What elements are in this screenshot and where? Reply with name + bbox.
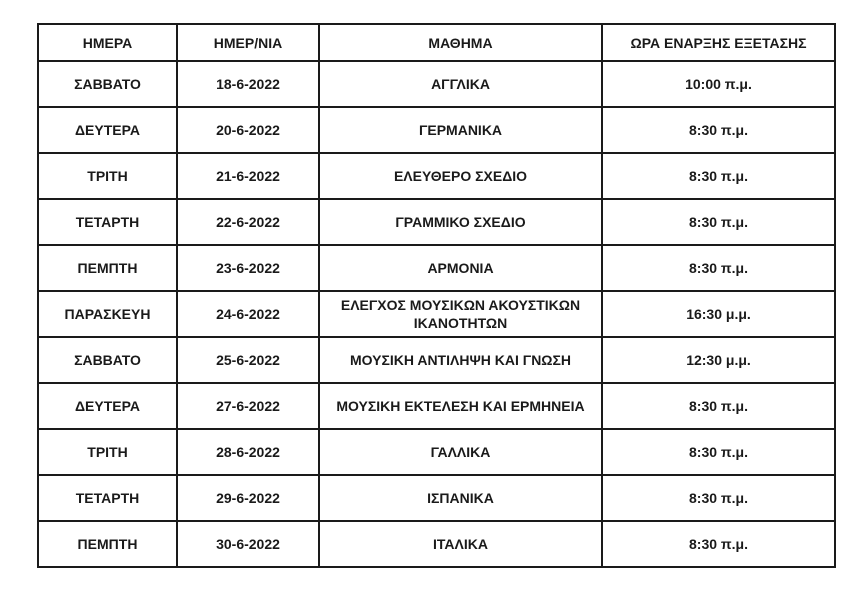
cell-time: 8:30 π.μ. bbox=[601, 520, 836, 568]
header-cell-day: ΗΜΕΡΑ bbox=[37, 23, 178, 62]
table-row: ΣΑΒΒΑΤΟ 18-6-2022 ΑΓΓΛΙΚΑ 10:00 π.μ. bbox=[37, 60, 836, 108]
cell-date: 22-6-2022 bbox=[176, 198, 320, 246]
table-row: ΣΑΒΒΑΤΟ 25-6-2022 ΜΟΥΣΙΚΗ ΑΝΤΙΛΗΨΗ ΚΑΙ Γ… bbox=[37, 336, 836, 384]
cell-day: ΤΡΙΤΗ bbox=[37, 428, 178, 476]
cell-date: 18-6-2022 bbox=[176, 60, 320, 108]
cell-time: 8:30 π.μ. bbox=[601, 382, 836, 430]
cell-date: 23-6-2022 bbox=[176, 244, 320, 292]
cell-subject: ΕΛΕΥΘΕΡΟ ΣΧΕΔΙΟ bbox=[318, 152, 603, 200]
cell-day: ΠΕΜΠΤΗ bbox=[37, 520, 178, 568]
cell-subject: ΓΡΑΜΜΙΚΟ ΣΧΕΔΙΟ bbox=[318, 198, 603, 246]
cell-date: 28-6-2022 bbox=[176, 428, 320, 476]
table-row: ΠΑΡΑΣΚΕΥΗ 24-6-2022 ΕΛΕΓΧΟΣ ΜΟΥΣΙΚΩΝ ΑΚΟ… bbox=[37, 290, 836, 338]
table-row: ΠΕΜΠΤΗ 23-6-2022 ΑΡΜΟΝΙΑ 8:30 π.μ. bbox=[37, 244, 836, 292]
cell-subject: ΓΑΛΛΙΚΑ bbox=[318, 428, 603, 476]
header-cell-time: ΩΡΑ ΕΝΑΡΞΗΣ ΕΞΕΤΑΣΗΣ bbox=[601, 23, 836, 62]
cell-subject: ΑΓΓΛΙΚΑ bbox=[318, 60, 603, 108]
table-row: ΤΡΙΤΗ 28-6-2022 ΓΑΛΛΙΚΑ 8:30 π.μ. bbox=[37, 428, 836, 476]
cell-day: ΠΕΜΠΤΗ bbox=[37, 244, 178, 292]
cell-time: 12:30 μ.μ. bbox=[601, 336, 836, 384]
cell-subject: ΙΣΠΑΝΙΚΑ bbox=[318, 474, 603, 522]
cell-subject: ΜΟΥΣΙΚΗ ΑΝΤΙΛΗΨΗ ΚΑΙ ΓΝΩΣΗ bbox=[318, 336, 603, 384]
cell-day: ΤΕΤΑΡΤΗ bbox=[37, 198, 178, 246]
cell-time: 10:00 π.μ. bbox=[601, 60, 836, 108]
cell-subject: ΙΤΑΛΙΚΑ bbox=[318, 520, 603, 568]
table-row: ΔΕΥΤΕΡΑ 27-6-2022 ΜΟΥΣΙΚΗ ΕΚΤΕΛΕΣΗ ΚΑΙ Ε… bbox=[37, 382, 836, 430]
table-row: ΠΕΜΠΤΗ 30-6-2022 ΙΤΑΛΙΚΑ 8:30 π.μ. bbox=[37, 520, 836, 568]
cell-subject: ΜΟΥΣΙΚΗ ΕΚΤΕΛΕΣΗ ΚΑΙ ΕΡΜΗΝΕΙΑ bbox=[318, 382, 603, 430]
cell-time: 8:30 π.μ. bbox=[601, 244, 836, 292]
header-cell-date: ΗΜΕΡ/ΝΙΑ bbox=[176, 23, 320, 62]
cell-time: 8:30 π.μ. bbox=[601, 428, 836, 476]
cell-date: 30-6-2022 bbox=[176, 520, 320, 568]
table-row: ΤΕΤΑΡΤΗ 29-6-2022 ΙΣΠΑΝΙΚΑ 8:30 π.μ. bbox=[37, 474, 836, 522]
cell-day: ΤΕΤΑΡΤΗ bbox=[37, 474, 178, 522]
cell-date: 27-6-2022 bbox=[176, 382, 320, 430]
cell-date: 25-6-2022 bbox=[176, 336, 320, 384]
table-body: ΣΑΒΒΑΤΟ 18-6-2022 ΑΓΓΛΙΚΑ 10:00 π.μ. ΔΕΥ… bbox=[37, 60, 836, 568]
cell-date: 24-6-2022 bbox=[176, 290, 320, 338]
header-cell-subject: ΜΑΘΗΜΑ bbox=[318, 23, 603, 62]
table-row: ΤΕΤΑΡΤΗ 22-6-2022 ΓΡΑΜΜΙΚΟ ΣΧΕΔΙΟ 8:30 π… bbox=[37, 198, 836, 246]
cell-day: ΔΕΥΤΕΡΑ bbox=[37, 106, 178, 154]
cell-day: ΣΑΒΒΑΤΟ bbox=[37, 60, 178, 108]
cell-day: ΠΑΡΑΣΚΕΥΗ bbox=[37, 290, 178, 338]
cell-time: 8:30 π.μ. bbox=[601, 106, 836, 154]
cell-subject: ΑΡΜΟΝΙΑ bbox=[318, 244, 603, 292]
cell-time: 8:30 π.μ. bbox=[601, 198, 836, 246]
table-header: ΗΜΕΡΑ ΗΜΕΡ/ΝΙΑ ΜΑΘΗΜΑ ΩΡΑ ΕΝΑΡΞΗΣ ΕΞΕΤΑΣ… bbox=[37, 23, 836, 62]
cell-time: 16:30 μ.μ. bbox=[601, 290, 836, 338]
cell-day: ΣΑΒΒΑΤΟ bbox=[37, 336, 178, 384]
cell-time: 8:30 π.μ. bbox=[601, 474, 836, 522]
cell-date: 21-6-2022 bbox=[176, 152, 320, 200]
cell-subject: ΓΕΡΜΑΝΙΚΑ bbox=[318, 106, 603, 154]
cell-day: ΤΡΙΤΗ bbox=[37, 152, 178, 200]
cell-day: ΔΕΥΤΕΡΑ bbox=[37, 382, 178, 430]
table-row: ΔΕΥΤΕΡΑ 20-6-2022 ΓΕΡΜΑΝΙΚΑ 8:30 π.μ. bbox=[37, 106, 836, 154]
cell-subject: ΕΛΕΓΧΟΣ ΜΟΥΣΙΚΩΝ ΑΚΟΥΣΤΙΚΩΝ ΙΚΑΝΟΤΗΤΩΝ bbox=[318, 290, 603, 338]
cell-date: 20-6-2022 bbox=[176, 106, 320, 154]
cell-date: 29-6-2022 bbox=[176, 474, 320, 522]
header-row: ΗΜΕΡΑ ΗΜΕΡ/ΝΙΑ ΜΑΘΗΜΑ ΩΡΑ ΕΝΑΡΞΗΣ ΕΞΕΤΑΣ… bbox=[37, 23, 836, 62]
table-row: ΤΡΙΤΗ 21-6-2022 ΕΛΕΥΘΕΡΟ ΣΧΕΔΙΟ 8:30 π.μ… bbox=[37, 152, 836, 200]
exam-schedule-table: ΗΜΕΡΑ ΗΜΕΡ/ΝΙΑ ΜΑΘΗΜΑ ΩΡΑ ΕΝΑΡΞΗΣ ΕΞΕΤΑΣ… bbox=[37, 23, 836, 568]
cell-time: 8:30 π.μ. bbox=[601, 152, 836, 200]
